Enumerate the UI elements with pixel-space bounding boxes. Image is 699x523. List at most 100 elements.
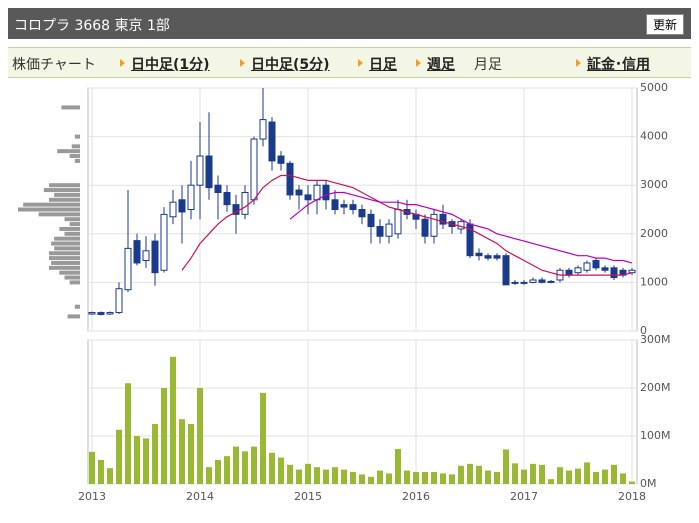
- y-tick-label: 1000: [640, 275, 668, 288]
- candle-body: [250, 138, 258, 201]
- volume-profile-bar: [69, 154, 80, 159]
- volume-profile-bar: [54, 236, 80, 241]
- volume-bar: [620, 473, 626, 484]
- refresh-button[interactable]: 更新: [645, 14, 684, 35]
- candle-body: [376, 226, 384, 237]
- candle-body: [574, 267, 582, 274]
- y-tick-label: 3000: [640, 178, 668, 191]
- volume-bar: [368, 476, 374, 484]
- volume-profile-bar: [57, 149, 80, 154]
- volume-profile-bar: [64, 275, 80, 280]
- candle-body: [385, 223, 393, 237]
- candle-body: [115, 288, 123, 314]
- tab[interactable]: 週足: [416, 54, 455, 74]
- x-tick-label: 2015: [294, 490, 322, 503]
- candle-body: [313, 184, 321, 201]
- volume-profile-bar: [59, 270, 80, 275]
- volume-bar: [233, 446, 239, 484]
- candle-body: [520, 281, 528, 284]
- volume-profile-bar: [67, 314, 80, 319]
- volume-profile-bar: [61, 105, 80, 110]
- y-tick-label: 200M: [640, 381, 671, 394]
- volume-bar: [215, 460, 221, 484]
- volume-profile-bar: [49, 265, 80, 270]
- y-tick-label: 5000: [640, 81, 668, 94]
- volume-profile-bar: [49, 256, 80, 261]
- candle-body: [214, 184, 222, 193]
- candle-body: [241, 191, 249, 215]
- volume-bar: [305, 463, 311, 484]
- tab[interactable]: 証金･信用: [576, 54, 650, 74]
- volume-bar: [260, 392, 266, 484]
- volume-bar: [224, 456, 230, 484]
- volume-bar: [476, 465, 482, 484]
- candle-body: [511, 281, 519, 284]
- candle-body: [610, 267, 618, 279]
- candle-body: [178, 199, 186, 213]
- candle-body: [151, 240, 159, 274]
- volume-bar: [584, 462, 590, 484]
- volume-bar: [413, 472, 419, 484]
- candle-body: [295, 189, 303, 196]
- volume-bar: [530, 463, 536, 484]
- candle-body: [97, 312, 105, 315]
- y-tick-label: 0: [640, 324, 647, 337]
- tab: 株価チャート: [12, 57, 96, 73]
- volume-profile-bar: [54, 192, 80, 197]
- volume-profile-bar: [43, 188, 80, 193]
- x-tick-label: 2013: [78, 490, 106, 503]
- volume-bar: [629, 481, 635, 484]
- candle-body: [349, 204, 357, 210]
- volume-bar: [323, 469, 329, 484]
- volume-bar: [359, 474, 365, 484]
- volume-bar: [107, 468, 113, 484]
- x-tick-label: 2014: [186, 490, 214, 503]
- volume-bar: [143, 438, 149, 484]
- candle-body: [502, 255, 510, 286]
- candle-body: [583, 262, 591, 271]
- tab[interactable]: 日足: [358, 54, 397, 74]
- volume-bar: [116, 429, 122, 484]
- x-tick-label: 2018: [618, 490, 646, 503]
- candle-body: [565, 269, 573, 276]
- volume-bar: [404, 470, 410, 484]
- volume-bar: [242, 451, 248, 484]
- volume-bar: [521, 469, 527, 484]
- volume-bar: [449, 474, 455, 484]
- moving-average: [181, 174, 633, 276]
- candle-body: [358, 209, 366, 218]
- volume-bar: [152, 424, 158, 484]
- y-tick-label: 300M: [640, 333, 671, 346]
- volume-bar: [197, 388, 203, 484]
- candle-body: [196, 155, 204, 186]
- candle-body: [493, 255, 501, 259]
- volume-profile-bar: [38, 212, 80, 217]
- candle-body: [457, 221, 465, 230]
- candle-body: [538, 279, 546, 283]
- x-tick-label: 2017: [510, 490, 538, 503]
- volume-bar: [557, 467, 563, 484]
- candle-body: [187, 184, 195, 210]
- volume-profile-bar: [51, 260, 80, 265]
- volume-bar: [467, 463, 473, 484]
- volume-bar: [422, 472, 428, 484]
- x-tick-label: 2016: [402, 490, 430, 503]
- volume-profile-bar: [54, 246, 80, 251]
- candle-body: [529, 279, 537, 283]
- candle-body: [484, 255, 492, 259]
- volume-profile-bar: [69, 222, 80, 227]
- tab[interactable]: 日中足(1分): [120, 54, 210, 74]
- y-tick-label: 4000: [640, 130, 668, 143]
- candle-body: [628, 269, 636, 274]
- volume-profile-bar: [49, 251, 80, 256]
- tab: 月足: [474, 57, 502, 73]
- volume-profile-bar: [18, 207, 80, 212]
- tab[interactable]: 日中足(5分): [240, 54, 330, 74]
- volume-profile-bar: [71, 144, 80, 149]
- candle-body: [277, 155, 285, 164]
- volume-bar: [575, 468, 581, 484]
- header: コロプラ 3668 東京 1部 更新: [8, 8, 691, 39]
- volume-bar: [593, 472, 599, 484]
